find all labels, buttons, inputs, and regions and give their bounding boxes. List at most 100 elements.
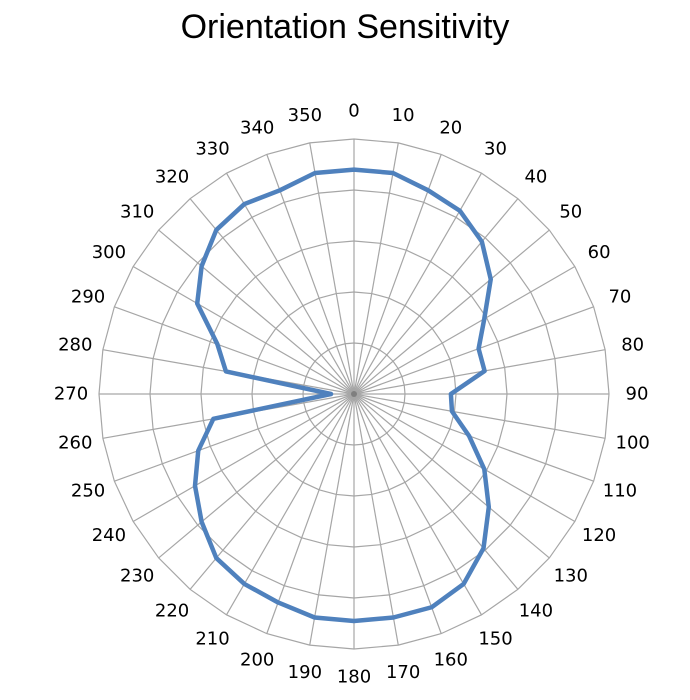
data-point [482,547,484,549]
angle-tick-label: 40 [524,167,547,188]
grid-spoke [353,393,606,439]
angle-tick-label: 260 [58,433,92,454]
data-point [197,450,199,452]
grid-spoke [353,142,399,395]
angle-tick-label: 210 [195,629,229,650]
grid-spoke [266,154,355,395]
grid-spoke [353,393,519,590]
data-point [431,606,433,608]
data-point [215,229,217,231]
angle-tick-label: 310 [120,202,154,223]
angle-tick-label: 250 [71,480,105,501]
grid-spoke [114,393,355,482]
data-point [277,601,279,603]
angle-tick-label: 30 [484,138,507,159]
data-point [196,302,198,304]
data-point [216,343,218,345]
data-point [330,393,332,395]
data-point [353,620,355,622]
grid-spoke [353,229,550,395]
grid-spoke [353,393,594,482]
data-point [392,617,394,618]
grid-spoke [132,393,355,523]
angle-tick-label: 200 [240,649,274,670]
grid-spoke [132,265,355,395]
angle-tick-label: 10 [392,105,415,126]
angle-tick-label: 160 [434,649,468,670]
angle-tick-label: 340 [240,118,274,139]
angle-tick-label: 330 [195,138,229,159]
angle-tick-label: 80 [621,334,644,355]
angle-tick-label: 290 [71,287,105,308]
data-point [201,521,203,523]
data-point [212,418,214,420]
data-point [353,169,355,171]
angle-tick-label: 140 [519,600,553,621]
angle-tick-label: 150 [478,629,512,650]
grid-spoke [353,393,576,523]
grid-spoke [225,172,355,395]
data-point [194,485,196,487]
data-point [225,370,227,372]
angle-tick-label: 60 [588,242,611,263]
angle-tick-label: 50 [559,202,582,223]
data-point [488,506,490,508]
data-point [392,172,394,174]
angle-tick-label: 190 [288,662,322,683]
grid-spoke [353,393,483,616]
data-point [468,435,470,437]
grid-spoke [353,265,576,395]
grid-spoke [309,142,355,395]
data-point [490,278,492,280]
data-point [483,468,485,470]
grid-spoke [353,154,442,395]
data-point [215,557,217,559]
angle-tick-label: 100 [616,433,650,454]
grid-spoke [225,393,355,616]
grid-spoke [353,393,442,634]
data-point [481,241,483,243]
angle-tick-label: 270 [54,384,88,405]
angle-tick-label: 20 [439,118,462,139]
angle-tick-label: 130 [554,565,588,586]
data-point [451,410,453,412]
angle-tick-label: 120 [582,525,616,546]
series-layer [192,167,493,624]
data-point [427,189,429,191]
angle-tick-label: 170 [386,662,420,683]
grid-spoke [158,393,355,559]
grid-spoke [353,393,550,559]
grid-spoke [266,393,355,634]
data-point [478,348,480,350]
grid-spoke [309,393,355,646]
angle-tick-label: 230 [120,565,154,586]
angle-tick-label: 0 [348,101,359,122]
angle-tick-label: 70 [608,287,631,308]
data-point [314,172,316,174]
data-point [201,265,203,267]
grid-spoke [158,229,355,395]
data-point [483,318,485,320]
center-point [351,391,357,397]
angle-tick-label: 240 [92,525,126,546]
angle-tick-label: 220 [155,600,189,621]
data-point [243,203,245,205]
angle-tick-label: 90 [626,384,649,405]
grid-spoke [353,306,594,395]
grid-spoke [114,306,355,395]
grid-spoke [353,393,399,646]
angle-tick-label: 110 [603,480,637,501]
data-point [463,583,465,585]
data-point [484,370,486,372]
angle-tick-label: 180 [337,667,371,688]
angle-tick-label: 280 [58,334,92,355]
data-point [243,583,245,585]
data-point [450,393,452,395]
grid-spoke [353,198,519,395]
data-point [314,617,316,618]
angle-tick-label: 350 [288,105,322,126]
angle-tick-label: 300 [92,242,126,263]
grid-spokes [99,139,609,649]
